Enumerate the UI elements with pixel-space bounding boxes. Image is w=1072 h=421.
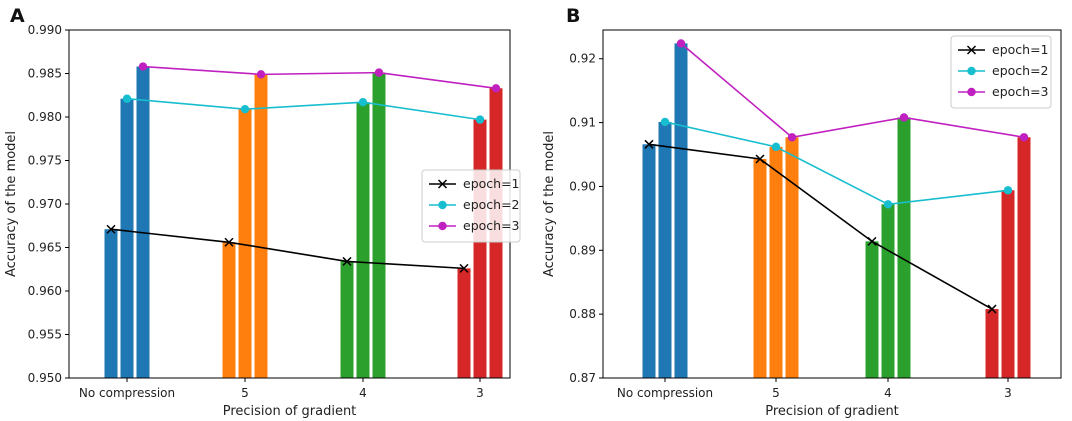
data-point-epoch3 [491, 84, 501, 93]
bar-no-compression-epoch3 [674, 43, 688, 378]
y-tick-label: 0.970 [28, 197, 62, 211]
data-point-epoch3 [676, 39, 686, 48]
legend: epoch=1 epoch=2 epoch=3 [421, 169, 521, 243]
data-point-epoch2 [883, 200, 893, 209]
data-point-epoch3 [374, 68, 384, 77]
bar-5-epoch1 [753, 158, 767, 378]
bar-3-epoch2 [1001, 190, 1015, 378]
panel-label: A [10, 5, 25, 27]
data-point-epoch2 [475, 115, 485, 124]
data-point-epoch2 [771, 142, 781, 152]
data-point-epoch3 [256, 70, 266, 79]
x-tick-label: 5 [241, 386, 249, 400]
y-tick-label: 0.87 [569, 371, 596, 385]
x-tick-label: 4 [359, 386, 367, 400]
bar-4-epoch2 [881, 204, 895, 378]
data-point-epoch1 [755, 154, 765, 164]
bar-5-epoch3 [785, 137, 799, 378]
x-tick-label: 3 [476, 386, 484, 400]
bar-5-epoch2 [769, 146, 783, 378]
bar-4-epoch1 [865, 241, 879, 378]
legend-label: epoch=3 [463, 218, 520, 233]
data-point-epoch3 [787, 133, 797, 142]
data-point-epoch1 [867, 236, 877, 246]
chart-panel-a: A 0.950 0.955 0.960 0.965 0.970 0.975 0.980 0.98… [4, 5, 521, 419]
panel-label: B [566, 5, 580, 27]
legend-label: epoch=2 [992, 63, 1049, 78]
series-line-epoch3 [680, 42, 1025, 139]
series-line-epoch1 [648, 143, 993, 310]
bar-no-compression-epoch2 [120, 98, 134, 378]
bar-4-epoch3 [372, 72, 386, 378]
bar-3-epoch1 [985, 309, 999, 378]
y-axis-title: Accuracy of the model [4, 131, 19, 277]
bar-3-epoch1 [457, 268, 471, 378]
data-point-epoch1 [342, 256, 352, 266]
data-point-epoch2 [660, 117, 670, 127]
y-tick-label: 0.975 [28, 154, 62, 168]
legend-label: epoch=2 [463, 197, 520, 212]
data-point-epoch2 [122, 94, 132, 103]
x-axis-title: Precision of gradient [765, 404, 899, 419]
y-tick-label: 0.955 [28, 328, 62, 342]
y-tick-label: 0.965 [28, 241, 62, 255]
y-tick-label: 0.90 [569, 179, 596, 193]
data-point-epoch3 [1019, 133, 1029, 142]
chart-panel-b: B 0.87 0.88 0.89 0.90 0.91 0.92 No compression 5… [542, 5, 1062, 419]
bar-5-epoch3 [254, 74, 268, 379]
data-point-epoch2 [1003, 186, 1013, 195]
bar-no-compression-epoch1 [104, 229, 118, 378]
bar-5-epoch1 [222, 242, 236, 378]
bar-4-epoch3 [897, 117, 911, 379]
bar-5-epoch2 [238, 109, 252, 379]
y-axis-title: Accuracy of the model [542, 131, 557, 277]
x-tick-label: 4 [884, 386, 892, 400]
series-line-epoch3 [142, 65, 497, 90]
series-line-epoch1 [110, 228, 465, 270]
y-tick-label: 0.91 [569, 116, 596, 130]
bar-3-epoch3 [1017, 137, 1031, 378]
x-tick-label: 3 [1004, 386, 1012, 400]
legend-label: epoch=1 [463, 176, 520, 191]
x-tick-label: No compression [617, 386, 713, 400]
data-point-epoch3 [138, 62, 148, 71]
data-point-epoch1 [224, 237, 234, 247]
data-point-epoch2 [240, 104, 250, 114]
legend: epoch=1 epoch=2 epoch=3 [950, 35, 1052, 109]
data-point-epoch3 [899, 113, 909, 122]
bar-no-compression-epoch3 [136, 66, 150, 378]
x-tick-label: 5 [772, 386, 780, 400]
y-tick-label: 0.985 [28, 67, 62, 81]
data-point-epoch1 [644, 139, 654, 149]
bar-4-epoch1 [340, 261, 354, 378]
plot-frame [602, 29, 1062, 379]
bar-4-epoch2 [356, 102, 370, 379]
x-tick-label: No compression [79, 386, 175, 400]
data-point-epoch1 [459, 263, 469, 273]
y-tick-label: 0.990 [28, 23, 62, 37]
x-axis-title: Precision of gradient [223, 404, 357, 419]
y-tick-label: 0.960 [28, 284, 62, 298]
legend-label: epoch=1 [992, 42, 1049, 57]
series-line-epoch2 [664, 121, 1009, 206]
legend-label: epoch=3 [992, 84, 1049, 99]
y-tick-label: 0.92 [569, 52, 596, 66]
bar-no-compression-epoch1 [642, 144, 656, 378]
data-point-epoch1 [106, 224, 116, 234]
y-tick-label: 0.88 [569, 307, 596, 321]
y-tick-label: 0.980 [28, 110, 62, 124]
legend-box [950, 35, 1052, 109]
data-point-epoch2 [358, 98, 368, 107]
bar-no-compression-epoch2 [658, 121, 672, 379]
bar-3-epoch2 [473, 119, 487, 379]
series-line-epoch2 [126, 97, 481, 121]
data-point-epoch1 [987, 304, 997, 314]
y-tick-label: 0.89 [569, 243, 596, 257]
y-tick-label: 0.950 [28, 371, 62, 385]
